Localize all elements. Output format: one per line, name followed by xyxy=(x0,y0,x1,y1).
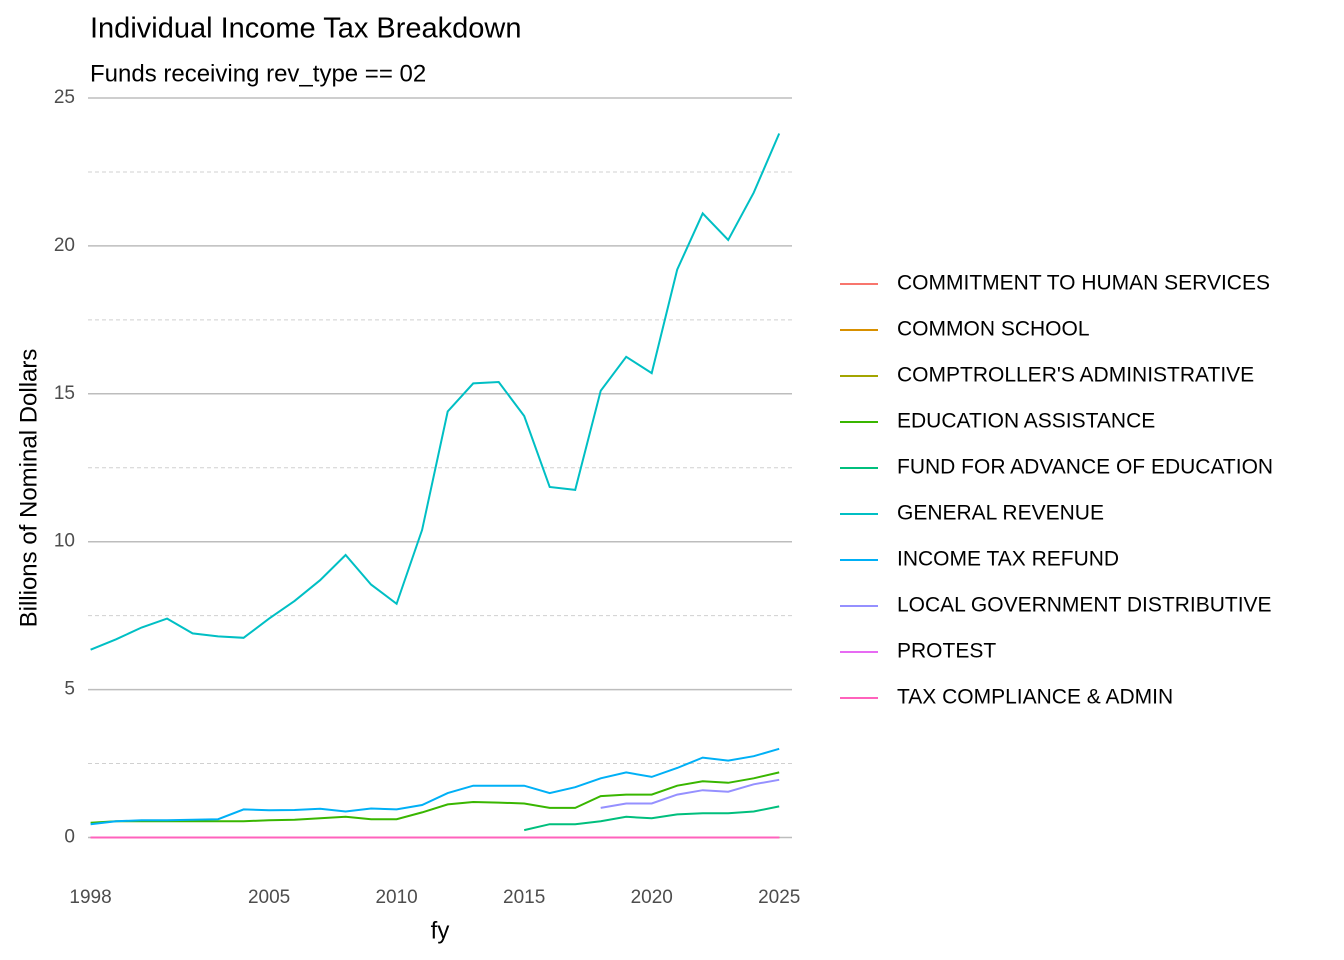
y-tick-label: 10 xyxy=(54,531,75,552)
x-tick-label: 1998 xyxy=(69,887,111,908)
y-tick-label: 25 xyxy=(54,87,75,108)
x-tick-label: 2010 xyxy=(375,887,417,908)
legend-label: PROTEST xyxy=(897,640,996,663)
legend-label: TAX COMPLIANCE & ADMIN xyxy=(897,686,1173,709)
y-tick-label: 0 xyxy=(64,827,75,848)
series-line xyxy=(90,133,781,651)
legend-label: GENERAL REVENUE xyxy=(897,502,1104,525)
y-tick-label: 5 xyxy=(64,679,75,700)
legend-label: FUND FOR ADVANCE OF EDUCATION xyxy=(897,456,1273,479)
legend-label: COMPTROLLER'S ADMINISTRATIVE xyxy=(897,364,1254,387)
x-tick-label: 2005 xyxy=(248,887,290,908)
y-tick-label: 20 xyxy=(54,235,75,256)
legend-label: COMMON SCHOOL xyxy=(897,318,1090,341)
series-line xyxy=(600,778,780,809)
x-tick-label: 2015 xyxy=(503,887,545,908)
x-tick-label: 2020 xyxy=(631,887,673,908)
series-line xyxy=(523,805,780,832)
x-tick-label: 2025 xyxy=(758,887,800,908)
y-axis-label: Billions of Nominal Dollars xyxy=(15,349,42,628)
legend-label: COMMITMENT TO HUMAN SERVICES xyxy=(897,272,1270,295)
legend-label: LOCAL GOVERNMENT DISTRIBUTIVE xyxy=(897,594,1272,617)
chart-title: Individual Income Tax Breakdown xyxy=(90,13,522,45)
series-line xyxy=(90,771,780,824)
legend-label: INCOME TAX REFUND xyxy=(897,548,1119,571)
chart-subtitle: Funds receiving rev_type == 02 xyxy=(90,60,426,87)
series-line xyxy=(90,747,780,826)
legend-label: EDUCATION ASSISTANCE xyxy=(897,410,1155,433)
y-tick-label: 15 xyxy=(54,383,75,404)
x-axis-label: fy xyxy=(431,917,450,944)
